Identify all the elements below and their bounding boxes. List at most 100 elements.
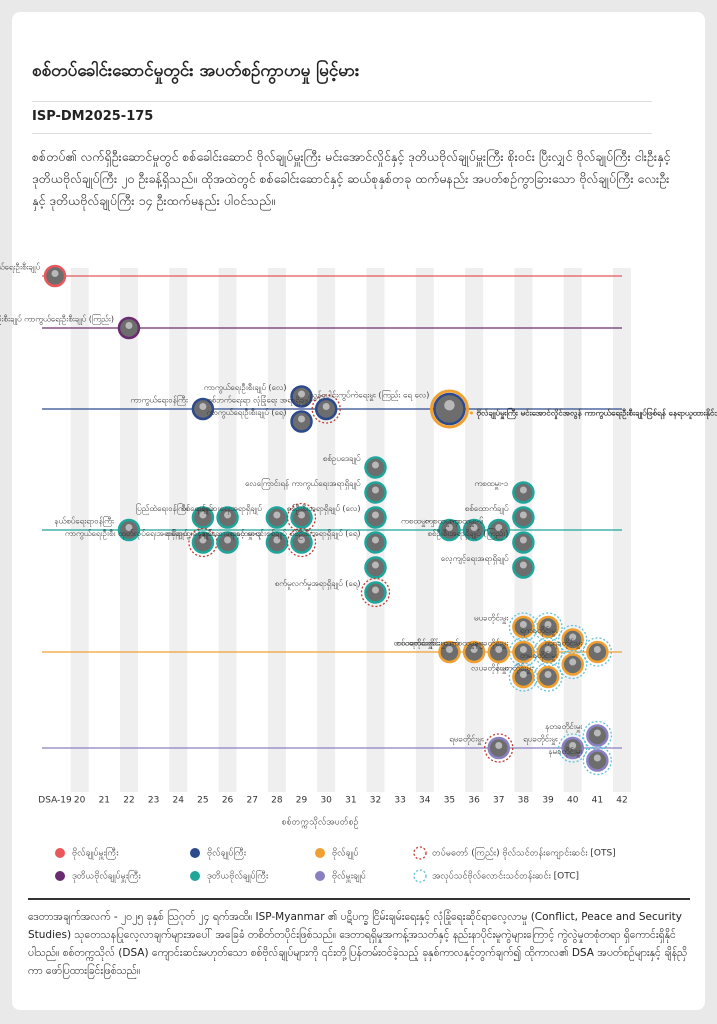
person-label: လေကြောင်းရန် ကာကွယ်ရေးအရာရှိချုပ် xyxy=(245,478,361,490)
person-label: ရပခတိုင်းမှူး xyxy=(523,734,558,746)
person-label: စစ်ဘက်ရေးရာ လုံခြုံရေး အရာရှိချုပ် xyxy=(207,395,311,407)
x-tick-label: 40 xyxy=(567,796,579,806)
school-ring xyxy=(558,733,588,763)
person-label: စစ်တက်လက်ထောက် xyxy=(396,638,459,648)
annotation: ဗိုလ်ချုပ်မှူးကြီး မင်းအောင်လှိုင်အလွန် … xyxy=(476,408,717,421)
person-face xyxy=(519,536,527,544)
person-face xyxy=(273,511,281,519)
school-ring xyxy=(558,649,588,680)
person-label: စစ်ဆေးရေးနှင့် စာရင်းစစ်ချုပ် xyxy=(202,528,286,540)
school-ring xyxy=(286,527,317,558)
legend-swatch xyxy=(190,871,200,881)
person-label: ရမခတိုင်းမှူး xyxy=(449,734,484,746)
person-face xyxy=(519,671,527,678)
person-label: စစ်ဥပဒေချုပ် xyxy=(323,453,361,465)
legend-label: ဗိုလ်ချုပ်ကြီး xyxy=(207,847,247,860)
school-ring xyxy=(533,662,563,692)
legend-swatch xyxy=(315,871,325,881)
person-label: တသခတိုင်းမှူး xyxy=(394,638,436,650)
person-face xyxy=(544,671,552,678)
person-face xyxy=(125,524,133,531)
x-tick-label: 34 xyxy=(419,796,431,806)
x-tick-label: 27 xyxy=(246,796,257,806)
person-face xyxy=(51,270,59,277)
person-label: နမခတိုင်းမှူး xyxy=(548,746,583,758)
person-face xyxy=(593,729,601,737)
person-label: စစ်ထောက်ချုပ် xyxy=(465,503,509,515)
x-tick-label: 37 xyxy=(493,796,504,806)
person-label: ညွှန့်ပေါင်းကွပ်ကဲရေးမှူး (ကြည်း ရေ လေ) xyxy=(309,390,429,402)
person-face xyxy=(298,390,306,398)
x-tick-label: 29 xyxy=(296,796,308,806)
chart: စစ်တက္ကသိုလ်အပတ်စဉ် DSA-19 20 21 22 23 24 25 26… xyxy=(0,262,717,883)
person-label: ကာကွယ်ရေးဦးစီးချုပ် (ရေ) xyxy=(207,407,287,419)
person-label: စစ်ဆေးရေးအရာရှိချုပ် xyxy=(197,503,262,515)
person-label: စစ်ဦးစီးအရာရှိချုပ် (လေ) xyxy=(287,503,361,515)
person-face xyxy=(371,561,379,569)
person-face xyxy=(495,646,503,653)
person-face xyxy=(569,633,577,641)
person-face xyxy=(199,536,207,544)
intro: စစ်တပ်၏ လက်ရှိဦးဆောင်မှုတွင် စစ်ခေါင်းဆေ… xyxy=(32,149,671,208)
legend-label: ဒုတိယဗိုလ်ချုပ်မှူးကြီး xyxy=(72,870,141,883)
person-face xyxy=(519,646,527,653)
person-face xyxy=(371,586,379,594)
school-ring xyxy=(582,745,612,776)
x-tick-label: 26 xyxy=(222,796,234,806)
person-face xyxy=(544,646,552,653)
x-tick-label: 25 xyxy=(197,796,208,806)
school-ring xyxy=(484,733,514,763)
person-face xyxy=(224,536,232,544)
person-face xyxy=(470,524,478,531)
person-label: နယ်စပ်ရေးရာဝန်ကြီး xyxy=(54,516,115,528)
legend-swatch xyxy=(55,848,65,858)
person-face xyxy=(224,511,232,519)
x-tick-label: 38 xyxy=(518,796,530,806)
person-label: ကာကွယ်ရေးဝန်ကြီး xyxy=(130,395,188,407)
person-face xyxy=(569,742,577,749)
x-tick-label: 33 xyxy=(394,796,405,806)
person-label: ကာကွယ်ရေးဦးစီးချုပ် xyxy=(0,262,40,274)
person-label: ကရခတိုင်းမှူး xyxy=(545,638,584,650)
legend-label: ဗိုလ်ချုပ် xyxy=(332,848,359,860)
person-label: လေ့ကျင့်ရေးအရာရှိချုပ် xyxy=(441,553,509,565)
person-face xyxy=(593,646,601,653)
legend-ring xyxy=(413,846,427,860)
person-label: ကာကွယ်ရေးဦးစီး ထုတ်လုပ်ရေးအရာရှိချုပ် xyxy=(65,528,188,540)
person-face xyxy=(593,754,601,762)
title: စစ်တပ်ခေါင်းဆောင်မှုတွင်း အပတ်စဉ်ကွာဟမှု… xyxy=(32,61,360,81)
person-label: လပခတိုင်းမှူး xyxy=(471,663,509,675)
x-tick-label: 42 xyxy=(616,796,627,806)
x-tick-label: 24 xyxy=(173,796,185,806)
person-face xyxy=(519,511,527,519)
legend-ring xyxy=(413,869,427,883)
person-face xyxy=(298,415,306,423)
x-tick-label: 39 xyxy=(542,796,554,806)
person-face xyxy=(569,658,577,666)
person-label: ရလခတိုင်းမှူး ကစထမှူး-၅ xyxy=(410,638,484,650)
person-label: ကစထမှူး-၆ xyxy=(450,516,484,528)
person-face xyxy=(470,646,478,653)
person-face xyxy=(322,403,330,410)
person-face xyxy=(371,511,379,519)
x-tick-label: 32 xyxy=(370,796,381,806)
x-tick-label: 23 xyxy=(148,796,159,806)
x-tick-label: 30 xyxy=(320,796,332,806)
rule xyxy=(32,101,652,102)
person-label: ကာကွယ်ရေးဦးစီးချုပ် (လေ) xyxy=(204,382,287,394)
person-face xyxy=(445,646,453,653)
legend-swatch xyxy=(190,848,200,858)
report-code: ISP-DM2025-175 xyxy=(32,109,154,124)
person-face xyxy=(298,511,306,519)
annotation-dot xyxy=(469,411,473,415)
x-tick-label: 35 xyxy=(444,796,455,806)
person-label: တမခတိုင်းမှူး xyxy=(520,650,559,662)
person-label: ကစထမှူး-၃ xyxy=(228,529,262,540)
person-face xyxy=(199,403,207,410)
person-face xyxy=(445,524,453,531)
person-label: စစ်ဦးစီးအရာရှိချုပ် (ကြည်း) xyxy=(427,528,508,540)
person-label: ရကခတိုင်းမှူး xyxy=(520,625,559,637)
legend-label: ဒုတိယဗိုလ်ချုပ်ကြီး xyxy=(207,870,269,883)
person-face xyxy=(444,400,455,411)
